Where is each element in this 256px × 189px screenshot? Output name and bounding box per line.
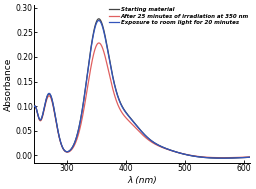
Starting material bbox=[248, 156, 251, 158]
Exposure to room light for 20 minutes bbox=[97, 19, 100, 22]
Exposure to room light for 20 minutes bbox=[33, 105, 36, 108]
Starting material bbox=[55, 121, 58, 123]
Exposure to room light for 20 minutes bbox=[221, 157, 224, 159]
Exposure to room light for 20 minutes bbox=[248, 156, 251, 158]
Line: Exposure to room light for 20 minutes: Exposure to room light for 20 minutes bbox=[34, 20, 250, 158]
Starting material bbox=[201, 156, 204, 158]
Starting material bbox=[97, 18, 100, 20]
Exposure to room light for 20 minutes bbox=[201, 156, 204, 158]
After 25 minutes of irradiation at 350 nm bbox=[201, 156, 204, 158]
X-axis label: λ (nm): λ (nm) bbox=[127, 176, 157, 185]
Starting material bbox=[120, 104, 123, 107]
After 25 minutes of irradiation at 350 nm bbox=[205, 156, 208, 158]
After 25 minutes of irradiation at 350 nm bbox=[128, 120, 131, 123]
Line: Starting material: Starting material bbox=[34, 19, 250, 158]
After 25 minutes of irradiation at 350 nm bbox=[120, 111, 123, 113]
After 25 minutes of irradiation at 350 nm bbox=[221, 156, 225, 159]
After 25 minutes of irradiation at 350 nm bbox=[55, 122, 58, 124]
Exposure to room light for 20 minutes bbox=[181, 153, 184, 155]
After 25 minutes of irradiation at 350 nm bbox=[181, 153, 184, 155]
Y-axis label: Absorbance: Absorbance bbox=[4, 57, 13, 111]
Exposure to room light for 20 minutes bbox=[205, 156, 208, 159]
Starting material bbox=[205, 156, 208, 159]
After 25 minutes of irradiation at 350 nm bbox=[248, 156, 251, 158]
Starting material bbox=[181, 153, 184, 155]
Line: After 25 minutes of irradiation at 350 nm: After 25 minutes of irradiation at 350 n… bbox=[34, 43, 250, 158]
Starting material bbox=[128, 116, 131, 118]
Starting material bbox=[221, 157, 224, 159]
Starting material bbox=[33, 105, 36, 108]
Exposure to room light for 20 minutes bbox=[120, 105, 123, 107]
Exposure to room light for 20 minutes bbox=[55, 121, 58, 123]
Legend: Starting material, After 25 minutes of irradiation at 350 nm, Exposure to room l: Starting material, After 25 minutes of i… bbox=[108, 7, 249, 26]
After 25 minutes of irradiation at 350 nm bbox=[33, 105, 36, 108]
Exposure to room light for 20 minutes bbox=[128, 116, 131, 119]
After 25 minutes of irradiation at 350 nm bbox=[97, 42, 100, 44]
